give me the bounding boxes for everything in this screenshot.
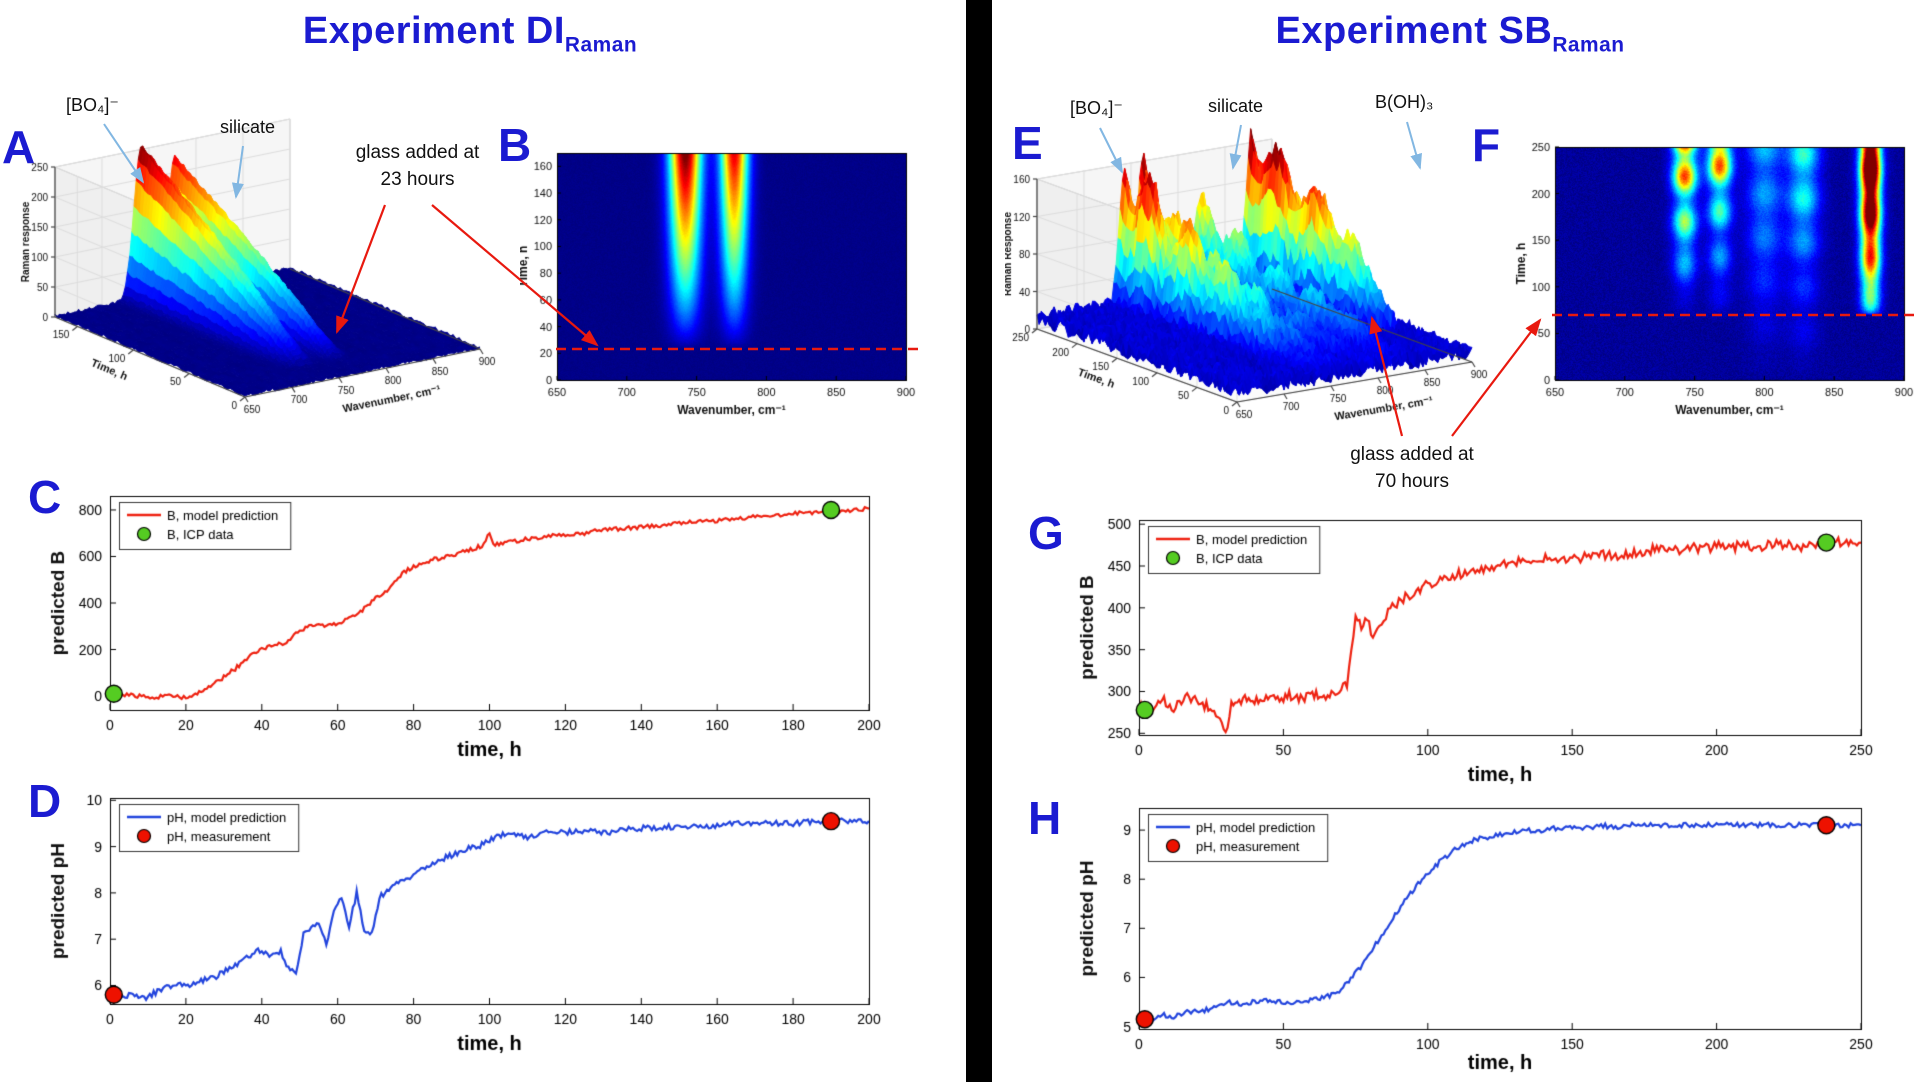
glass-added-note-right: glass added at 70 hours bbox=[1332, 442, 1492, 495]
silicate-label-right: silicate bbox=[1208, 96, 1264, 116]
left-title-sub: Raman bbox=[564, 33, 638, 57]
line-chart-g bbox=[1075, 510, 1875, 790]
heatmap-plot-b bbox=[520, 112, 940, 447]
glass-added-note-right-line2: 70 hours bbox=[1375, 470, 1449, 492]
silicate-label-left: silicate bbox=[220, 117, 276, 137]
left-title: Experiment DIRaman bbox=[120, 10, 820, 58]
glass-added-note-left: glass added at 23 hours bbox=[340, 140, 495, 193]
panel-label-g: G bbox=[1028, 507, 1064, 559]
panel-label-h: H bbox=[1028, 792, 1062, 844]
glass-added-note-right-line1: glass added at bbox=[1350, 444, 1474, 465]
heatmap-plot-f bbox=[1510, 112, 1920, 447]
right-title-sub: Raman bbox=[1552, 33, 1625, 57]
center-divider bbox=[966, 0, 992, 1082]
surface-plot-a bbox=[10, 92, 510, 462]
bo4-label-right: [BO₄]⁻ bbox=[1070, 98, 1123, 118]
glass-added-note-left-line1: glass added at bbox=[355, 142, 480, 163]
left-title-main: Experiment DI bbox=[302, 10, 565, 52]
glass-added-note-left-line2: 23 hours bbox=[380, 168, 455, 190]
surface-plot-e bbox=[1005, 92, 1525, 477]
right-title-main: Experiment SB bbox=[1275, 10, 1553, 52]
bo4-label-left: [BO₄]⁻ bbox=[66, 95, 119, 115]
boh3-label-right: B(OH)₃ bbox=[1375, 92, 1434, 112]
line-chart-d bbox=[45, 788, 915, 1080]
line-chart-h bbox=[1075, 795, 1875, 1080]
right-title: Experiment SBRaman bbox=[1100, 10, 1800, 58]
line-chart-c bbox=[45, 486, 915, 776]
